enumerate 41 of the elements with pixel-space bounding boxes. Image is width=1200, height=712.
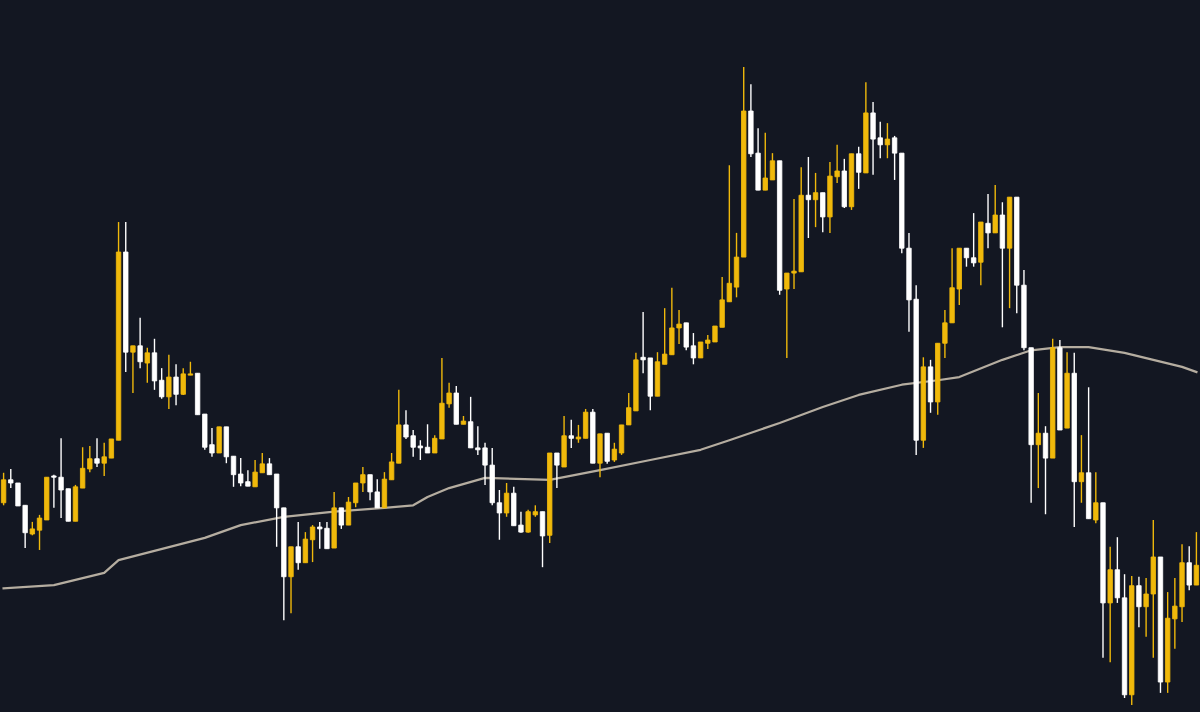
candlestick [137, 317, 143, 369]
candlestick [856, 146, 862, 190]
candlestick [554, 452, 560, 489]
candlestick [1035, 392, 1041, 489]
candlestick [295, 521, 301, 571]
candlestick [36, 514, 43, 551]
candlestick [1078, 434, 1085, 504]
candlestick [388, 452, 395, 481]
candlestick [166, 354, 172, 410]
candlestick [230, 455, 237, 488]
candlestick [992, 184, 998, 234]
candlestick [611, 442, 618, 463]
candlestick [309, 524, 316, 563]
candlestick [1193, 531, 1200, 586]
candlestick [769, 152, 776, 181]
candlestick [971, 212, 977, 268]
candlestick [173, 363, 179, 406]
candlestick [130, 345, 136, 394]
candlestick [1136, 576, 1142, 628]
candlestick [762, 132, 768, 191]
candlestick [496, 489, 503, 541]
candlestick [884, 122, 891, 159]
candlestick [891, 135, 898, 181]
candlestick [302, 531, 309, 564]
candlestick [568, 419, 574, 449]
candlestick [94, 437, 100, 468]
candlestick [503, 482, 510, 518]
candlestick [0, 472, 7, 507]
candlestick [1093, 471, 1099, 524]
candlestick [345, 496, 352, 526]
candlestick [338, 507, 344, 530]
candlestick [1186, 545, 1192, 591]
candlestick [144, 347, 150, 384]
candlestick [159, 367, 165, 400]
candlestick [963, 247, 970, 268]
candlestick [985, 193, 991, 249]
candlestick [180, 367, 186, 396]
candlestick [805, 156, 812, 239]
candlestick [812, 172, 819, 228]
candlestick [690, 332, 697, 366]
candlestick [424, 423, 431, 454]
